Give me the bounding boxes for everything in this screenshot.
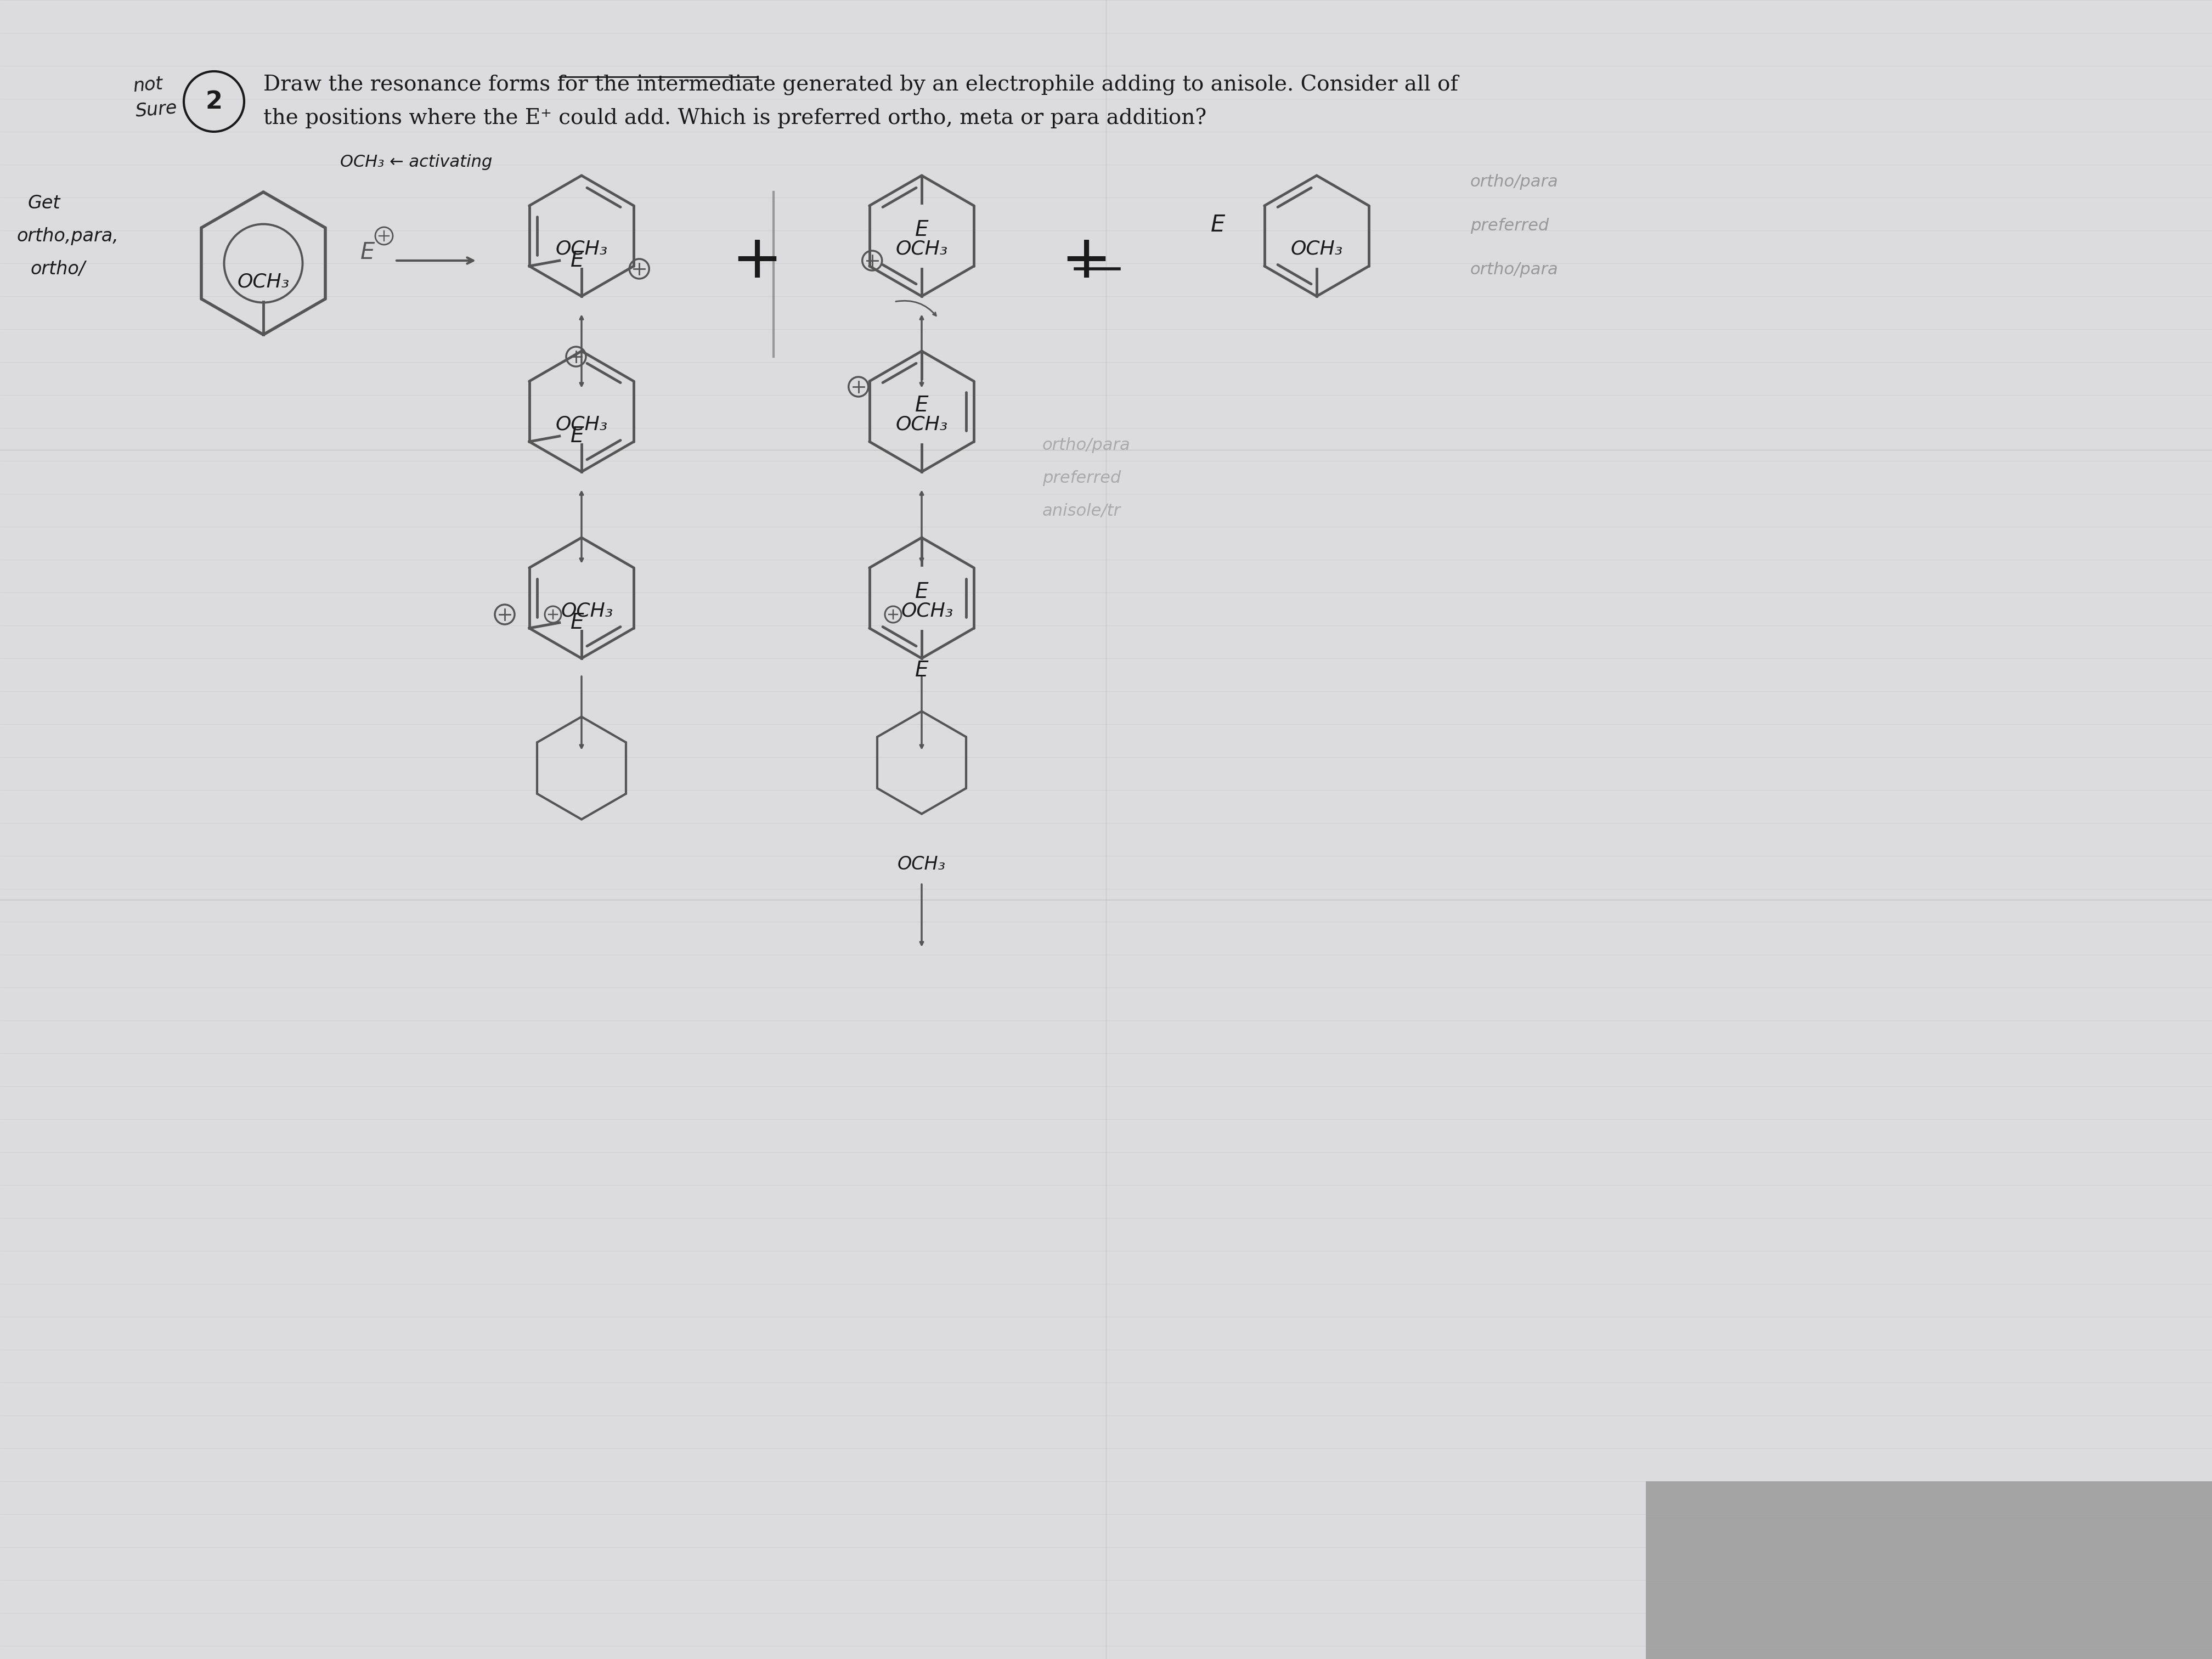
Text: E: E bbox=[361, 241, 374, 264]
Text: ortho/: ortho/ bbox=[31, 260, 84, 279]
Text: ortho/para: ortho/para bbox=[1042, 438, 1130, 453]
Text: E: E bbox=[916, 660, 929, 680]
Text: 2: 2 bbox=[206, 90, 223, 113]
Text: OCH₃: OCH₃ bbox=[562, 601, 613, 620]
Text: preferred: preferred bbox=[1042, 469, 1121, 486]
Text: E: E bbox=[571, 426, 584, 446]
Text: E: E bbox=[571, 612, 584, 634]
Text: OCH₃: OCH₃ bbox=[237, 272, 290, 290]
Text: E: E bbox=[1210, 214, 1225, 237]
Text: Sure: Sure bbox=[135, 100, 177, 121]
Text: anisole/tr: anisole/tr bbox=[1042, 503, 1121, 519]
Text: E: E bbox=[916, 219, 929, 241]
Text: E: E bbox=[916, 395, 929, 416]
Text: OCH₃: OCH₃ bbox=[900, 601, 953, 620]
Text: E: E bbox=[916, 582, 929, 602]
Text: ortho/para: ortho/para bbox=[1471, 262, 1559, 277]
Text: Get: Get bbox=[27, 194, 60, 212]
Text: OCH₃: OCH₃ bbox=[896, 239, 947, 257]
Text: the positions where the E⁺ could add. Which is preferred ortho, meta or para add: the positions where the E⁺ could add. Wh… bbox=[263, 108, 1206, 128]
Text: E: E bbox=[571, 251, 584, 270]
Text: OCH₃ ← activating: OCH₃ ← activating bbox=[341, 154, 493, 169]
Text: OCH₃: OCH₃ bbox=[555, 415, 608, 433]
Text: OCH₃: OCH₃ bbox=[896, 415, 947, 433]
Text: not: not bbox=[133, 75, 164, 95]
Text: Draw the resonance forms for the intermediate generated by an electrophile addin: Draw the resonance forms for the interme… bbox=[263, 75, 1458, 96]
Text: OCH₃: OCH₃ bbox=[898, 856, 947, 873]
Text: OCH₃: OCH₃ bbox=[555, 239, 608, 257]
Text: +: + bbox=[1062, 231, 1113, 290]
Text: ortho/para: ortho/para bbox=[1471, 174, 1559, 189]
Text: ortho,para,: ortho,para, bbox=[15, 227, 119, 246]
Text: OCH₃: OCH₃ bbox=[1290, 239, 1343, 257]
Bar bbox=[1646, 1481, 2212, 1659]
Text: +: + bbox=[732, 231, 783, 290]
Text: preferred: preferred bbox=[1471, 217, 1548, 234]
